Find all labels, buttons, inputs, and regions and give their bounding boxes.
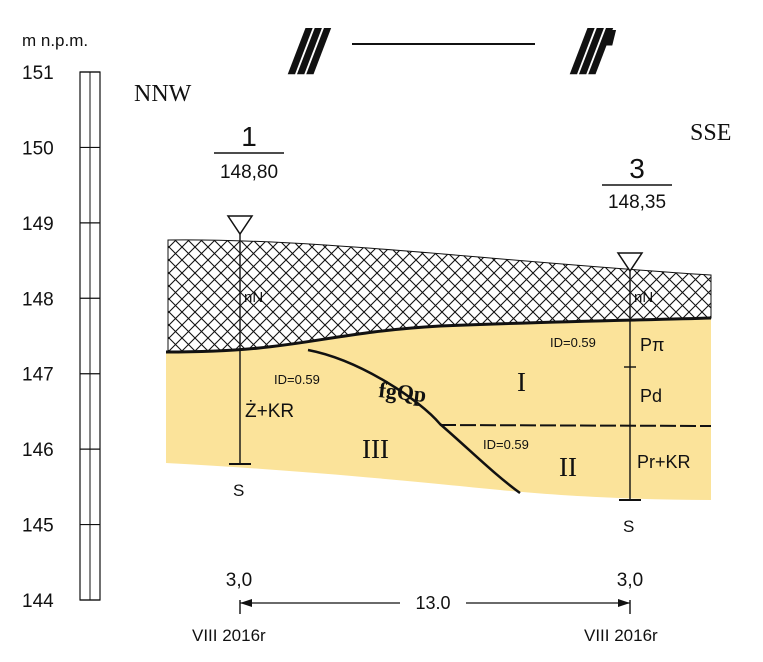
sand-layer [166, 318, 711, 500]
scale-tick-label: 150 [22, 138, 54, 159]
borehole-1-date: VIII 2016r [192, 626, 266, 645]
borehole-1-bottom-label: S [233, 481, 244, 500]
fgqp-label: fgQp [377, 377, 427, 407]
scale-tick-label: 149 [22, 214, 54, 235]
scale-tick-label: 145 [22, 516, 54, 537]
section-label: /// ///' [287, 18, 625, 87]
dimension-distance-label: 13.0 [415, 593, 450, 613]
section-label-right: ///' [569, 18, 617, 87]
scale-tick-label: 148 [22, 289, 54, 310]
zone-numeral-ii: II [559, 452, 577, 482]
zone-numeral-i: I [517, 367, 526, 397]
zone-i-id-label: ID=0.59 [550, 335, 596, 350]
borehole-3-number: 3 [629, 153, 645, 184]
soil-label-bh3-mid: Pd [640, 386, 662, 406]
scale-unit-label: m n.p.m. [22, 31, 88, 50]
borehole-1-number: 1 [241, 121, 257, 152]
borehole-3-depth: 3,0 [617, 570, 643, 591]
soil-label-bh3-bottom: Pr+KR [637, 452, 691, 472]
scale-tick-label: 151 [22, 63, 54, 84]
zone-numeral-iii: III [362, 434, 389, 464]
borehole-1-triangle-icon [226, 215, 254, 236]
section-label-left: /// [287, 18, 331, 87]
fgqp-boundary-line [307, 348, 521, 495]
borehole-3-bottom-label: S [623, 517, 634, 536]
fill-bottom-boundary [165, 316, 712, 354]
direction-nnw: NNW [134, 81, 192, 107]
borehole-1: 1 148,80 nN S 3,0 VIII 2016r [192, 121, 284, 645]
borehole-3-date: VIII 2016r [584, 626, 658, 645]
borehole-3: 3 148,35 nN S 3,0 VIII 2016r [584, 153, 672, 645]
soil-label-bh3-top: Pπ [640, 335, 664, 355]
elevation-scale: m n.p.m. 151 150 149 148 147 146 145 144 [22, 31, 101, 612]
borehole-1-elevation: 148,80 [220, 162, 278, 183]
dashed-boundary-line [439, 424, 712, 427]
scale-tick-label: 146 [22, 440, 54, 461]
borehole-3-triangle-icon [616, 252, 644, 273]
borehole-3-water-mark: nN [634, 289, 653, 306]
dimension-arrow-right-icon [618, 599, 630, 607]
soil-label-bh1: Ż+KR [245, 401, 294, 422]
zone-ii-id-label: ID=0.59 [483, 437, 529, 452]
direction-sse: SSE [690, 120, 731, 146]
distance-dimension: 13.0 [239, 593, 631, 614]
borehole-3-elevation: 148,35 [608, 192, 666, 213]
borehole-1-depth: 3,0 [226, 570, 252, 591]
dimension-arrow-left-icon [240, 599, 252, 607]
zone-iii-id-label: ID=0.59 [274, 372, 320, 387]
borehole-1-water-mark: nN [244, 289, 263, 306]
scale-tick-label: 144 [22, 591, 54, 612]
scale-tick-label: 147 [22, 365, 54, 386]
